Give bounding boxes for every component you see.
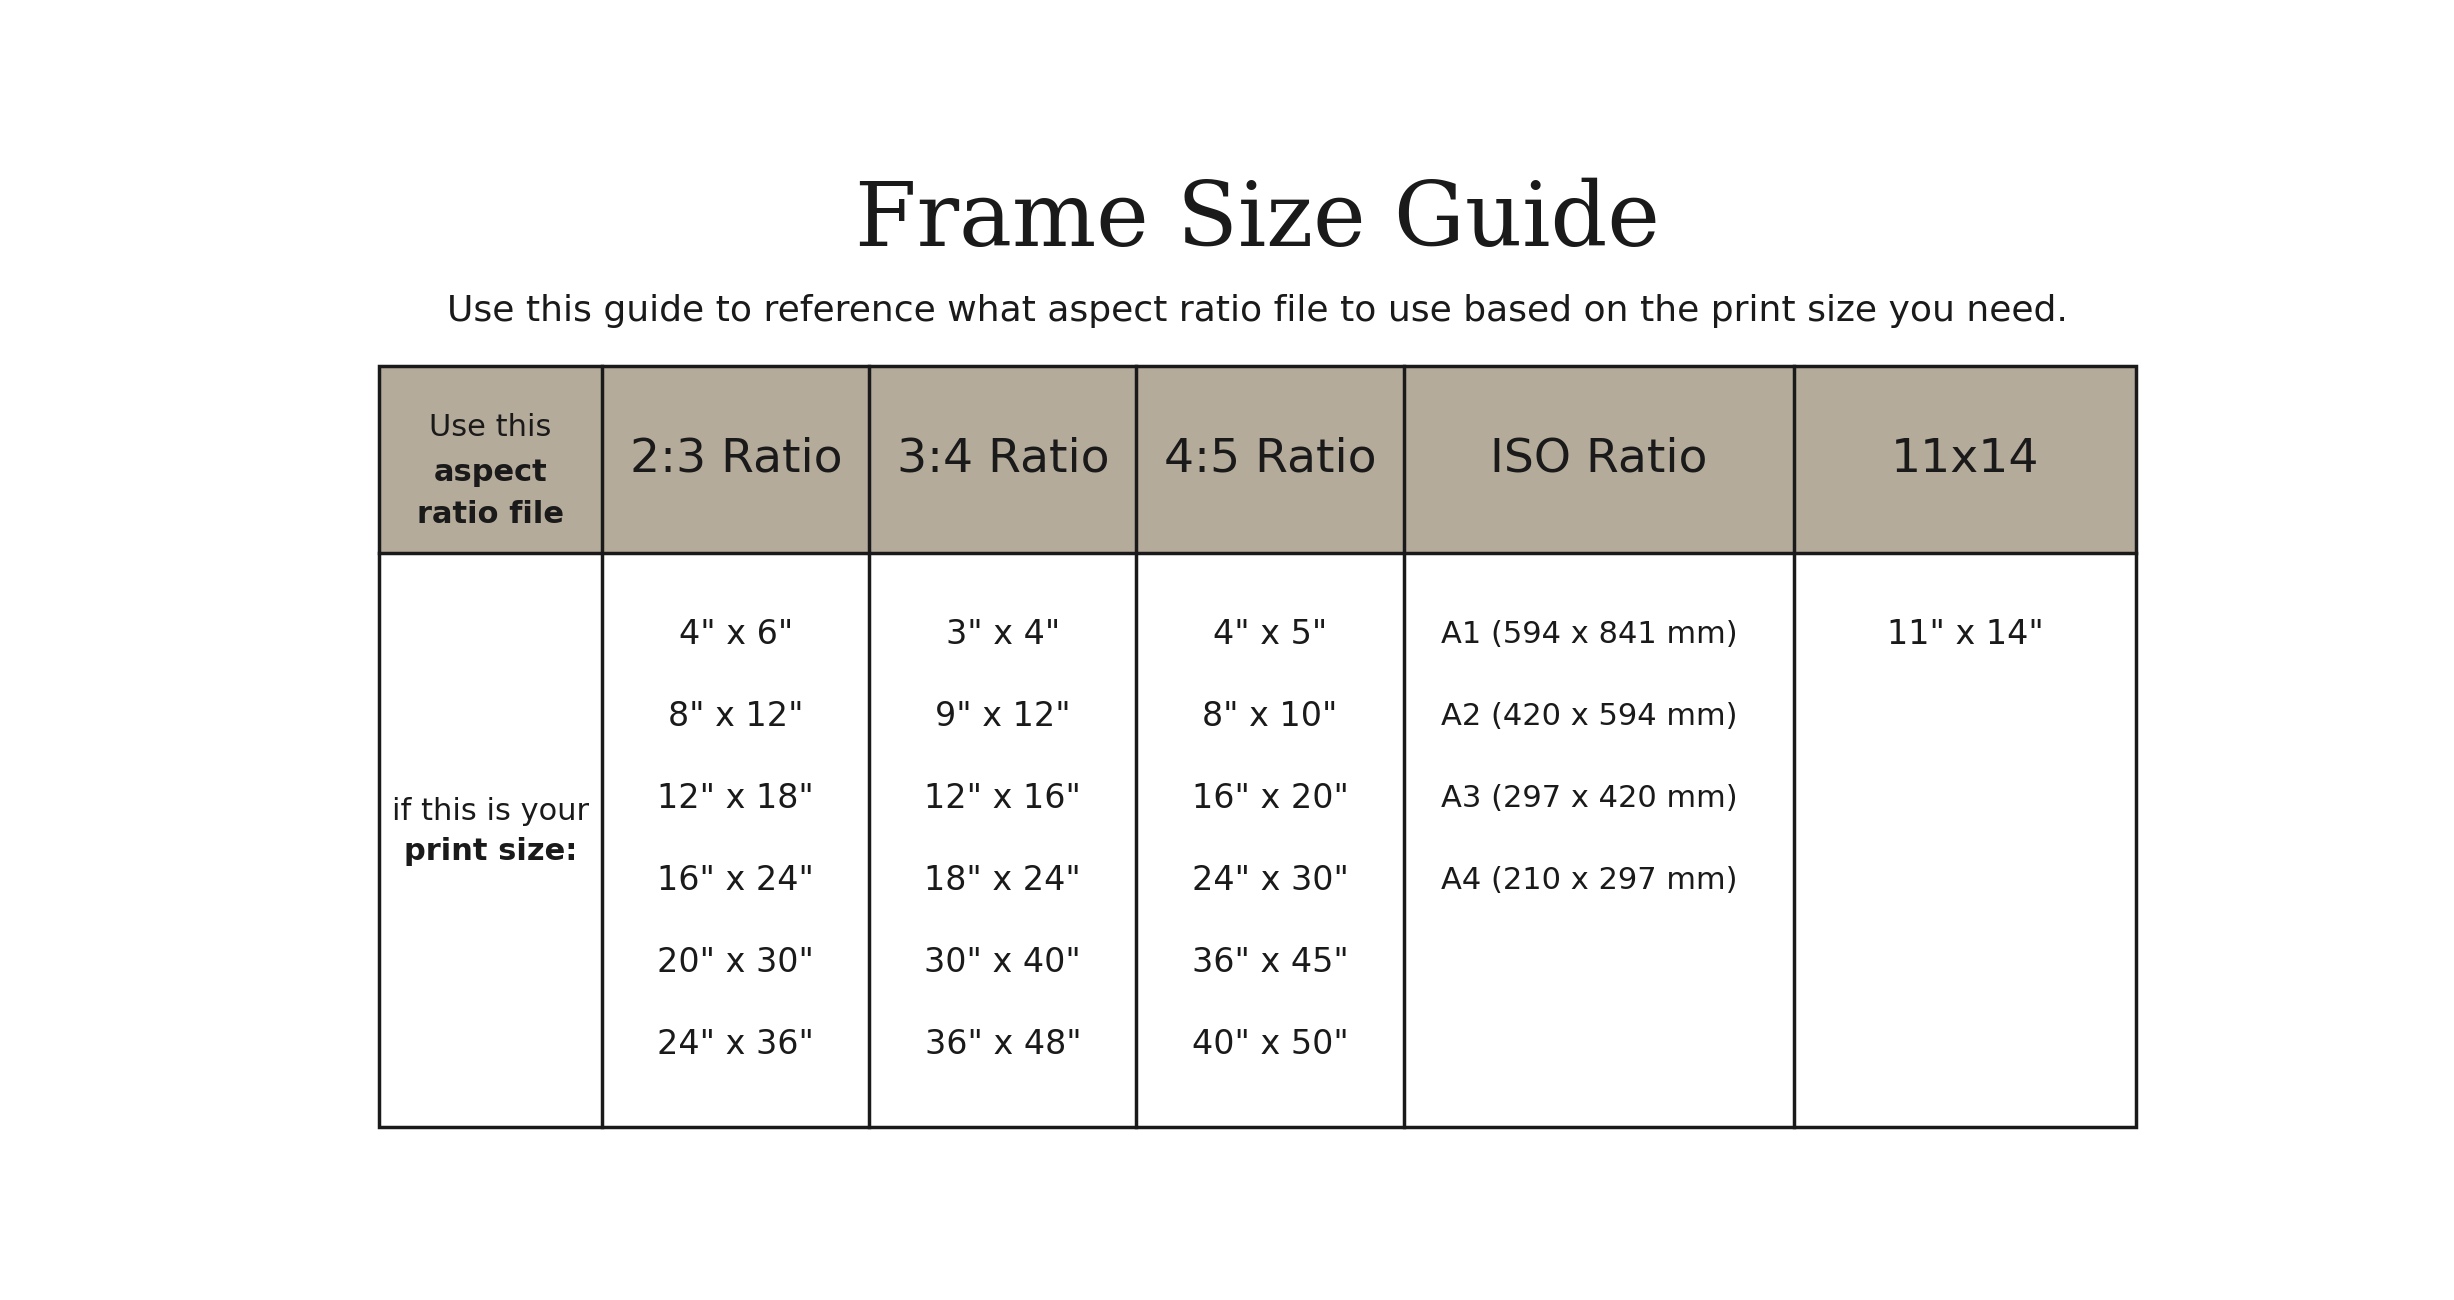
Text: 12" x 18": 12" x 18" [658,783,815,815]
Bar [378,367,2137,1127]
Text: 3:4 Ratio: 3:4 Ratio [896,437,1109,482]
Text: 12" x 16": 12" x 16" [925,783,1082,815]
Bar [378,552,2137,1127]
Text: if this is your: if this is your [393,797,589,827]
Text: A3 (297 x 420 mm): A3 (297 x 420 mm) [1440,784,1737,814]
Text: ratio file: ratio file [417,500,564,529]
Bar [1794,367,2137,552]
Text: 2:3 Ratio: 2:3 Ratio [631,437,842,482]
Text: print size:: print size: [405,837,577,866]
Text: 36" x 48": 36" x 48" [925,1028,1082,1061]
Text: 16" x 20": 16" x 20" [1193,783,1347,815]
Text: 8" x 12": 8" x 12" [667,701,802,733]
Text: 11x14: 11x14 [1890,437,2039,482]
Text: 24" x 30": 24" x 30" [1193,864,1347,897]
Bar [869,367,1136,552]
Text: Frame Size Guide: Frame Size Guide [856,177,1659,265]
Text: 4" x 6": 4" x 6" [680,618,793,651]
Text: aspect: aspect [434,458,547,488]
Text: Use this guide to reference what aspect ratio file to use based on the print siz: Use this guide to reference what aspect … [447,294,2069,328]
Text: 3" x 4": 3" x 4" [945,618,1060,651]
Text: A2 (420 x 594 mm): A2 (420 x 594 mm) [1440,702,1737,731]
Bar [601,367,869,552]
Text: A4 (210 x 297 mm): A4 (210 x 297 mm) [1440,866,1737,896]
Text: 4" x 5": 4" x 5" [1212,618,1328,651]
Text: 18" x 24": 18" x 24" [925,864,1082,897]
Text: ISO Ratio: ISO Ratio [1490,437,1708,482]
Text: Use this: Use this [429,412,552,442]
Text: 8" x 10": 8" x 10" [1202,701,1337,733]
Text: 40" x 50": 40" x 50" [1193,1028,1347,1061]
Text: 16" x 24": 16" x 24" [658,864,815,897]
Bar [378,367,601,552]
Text: 36" x 45": 36" x 45" [1193,946,1347,979]
Text: 11" x 14": 11" x 14" [1887,618,2044,651]
Bar [1404,367,1794,552]
Text: 4:5 Ratio: 4:5 Ratio [1163,437,1377,482]
Text: 24" x 36": 24" x 36" [658,1028,815,1061]
Text: 20" x 30": 20" x 30" [658,946,815,979]
Text: 30" x 40": 30" x 40" [925,946,1082,979]
Bar [1136,367,1404,552]
Text: A1 (594 x 841 mm): A1 (594 x 841 mm) [1440,620,1737,649]
Text: 9" x 12": 9" x 12" [935,701,1070,733]
